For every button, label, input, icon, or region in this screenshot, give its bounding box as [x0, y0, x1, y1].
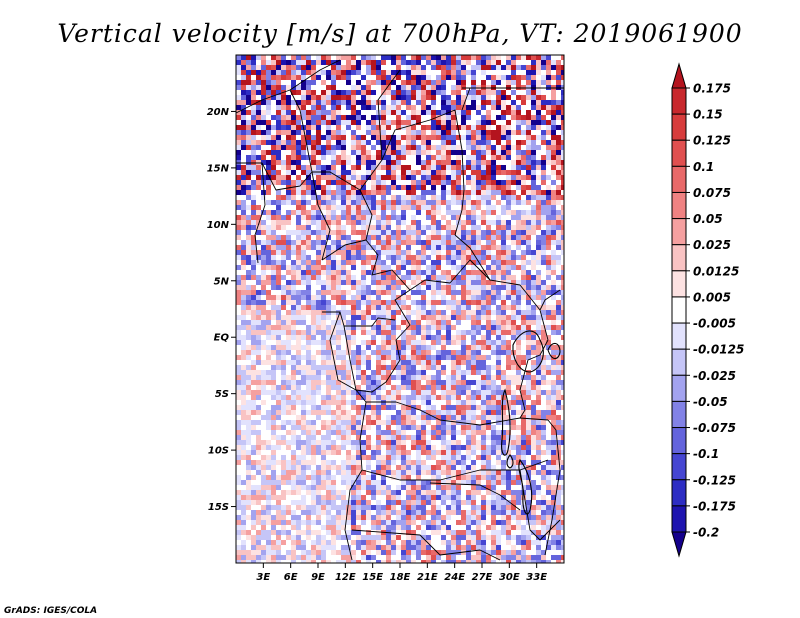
lon-tick-label: 12E — [335, 572, 356, 583]
colorbar-label: 0.005 — [693, 290, 731, 304]
colorbar-segment — [671, 348, 687, 376]
lat-tick-label: 10S — [208, 446, 229, 457]
colorbar-segment — [671, 374, 687, 402]
lon-tick-label: 3E — [256, 572, 270, 583]
colorbar-label: -0.175 — [693, 499, 736, 513]
colorbar-segment — [671, 87, 687, 115]
lon-tick-label: 33E — [526, 572, 547, 583]
lon-tick-label: 21E — [417, 572, 438, 583]
lon-tick-label: 30E — [499, 572, 520, 583]
colorbar: 0.175 0.15 0.125 0.1 0.075 0.05 0.025 0.0125 0.0… — [671, 62, 744, 558]
colorbar-label: 0.15 — [693, 108, 723, 122]
lat-tick-label: 5S — [215, 389, 229, 400]
lat-tick-label: 15N — [207, 163, 230, 174]
colorbar-label: -0.1 — [693, 447, 719, 461]
colorbar-segment — [671, 322, 687, 350]
lon-tick-label: 18E — [390, 572, 411, 583]
colorbar-segment — [671, 427, 687, 455]
colorbar-label: 0.05 — [693, 212, 723, 226]
colorbar-segment — [671, 270, 687, 298]
lon-tick-label: 6E — [284, 572, 298, 583]
colorbar-label: -0.0125 — [693, 343, 744, 357]
colorbar-label: -0.005 — [693, 317, 736, 331]
lon-tick-label: 24E — [444, 572, 465, 583]
colorbar-segment — [671, 218, 687, 246]
colorbar-label: 0.0125 — [693, 264, 739, 278]
lon-tick-label: 27E — [472, 572, 493, 583]
lat-tick-label: EQ — [214, 333, 230, 344]
colorbar-segment — [671, 479, 687, 507]
colorbar-label: -0.2 — [693, 526, 719, 540]
colorbar-label: -0.05 — [693, 395, 728, 409]
colorbar-label: 0.075 — [693, 186, 731, 200]
map-title: Vertical velocity [m/s] at 700hPa, VT: 2… — [57, 19, 742, 48]
longitude-axis: 3E 6E 9E 12E 15E 18E 21E 24E 27E 30E 33E — [256, 563, 547, 583]
colorbar-label: 0.1 — [693, 160, 714, 174]
colorbar-label: 0.125 — [693, 134, 731, 148]
colorbar-segment — [671, 191, 687, 220]
lat-tick-label: 20N — [207, 107, 230, 118]
colorbar-segment — [671, 296, 687, 324]
colorbar-top-arrow — [671, 62, 687, 89]
country-borders — [236, 59, 564, 561]
colorbar-segment — [671, 453, 687, 481]
grads-credit: GrADS: IGES/COLA — [4, 606, 97, 616]
colorbar-label: -0.025 — [693, 369, 736, 383]
colorbar-label: -0.075 — [693, 421, 736, 435]
colorbar-bottom-arrow — [671, 531, 687, 558]
lakes — [501, 330, 561, 515]
colorbar-segment — [671, 139, 687, 167]
colorbar-label: 0.175 — [693, 82, 731, 96]
lon-tick-label: 15E — [362, 572, 383, 583]
colorbar-segment — [671, 113, 687, 141]
velocity-field — [236, 55, 564, 563]
lat-tick-label: 15S — [208, 502, 229, 513]
latitude-axis: 20N 15N 10N 5N EQ 5S 10S 15S — [207, 107, 236, 513]
colorbar-label: -0.125 — [693, 473, 736, 487]
lon-tick-label: 9E — [311, 572, 325, 583]
lat-tick-label: 10N — [207, 220, 230, 231]
colorbar-segment — [671, 165, 687, 193]
colorbar-segment — [671, 505, 687, 533]
lat-tick-label: 5N — [214, 276, 230, 287]
colorbar-segment — [671, 400, 687, 429]
colorbar-label: 0.025 — [693, 238, 731, 252]
colorbar-segment — [671, 244, 687, 272]
